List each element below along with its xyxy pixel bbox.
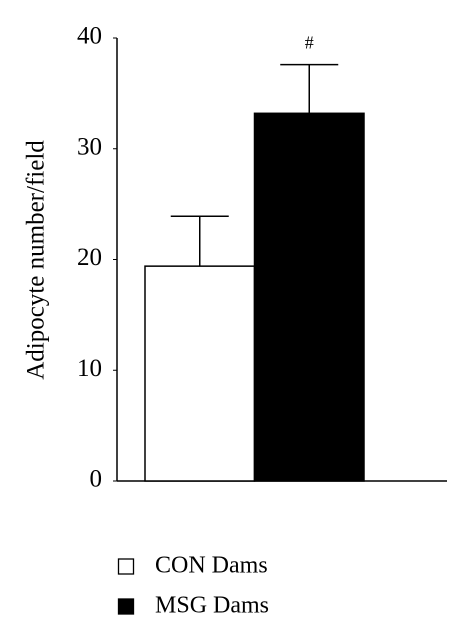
y-axis-label: Adipocyte number/field [23, 140, 50, 380]
legend-swatch [117, 558, 135, 575]
y-tick-label: 10 [77, 355, 102, 382]
y-tick-label: 40 [77, 23, 102, 50]
bar [144, 265, 256, 482]
y-tick-label: 20 [77, 244, 102, 271]
y-tick-label: 30 [77, 133, 102, 160]
legend-label: CON Dams [155, 553, 268, 579]
bar [253, 112, 365, 482]
legend-label: MSG Dams [155, 593, 269, 619]
annotation: # [305, 33, 314, 53]
legend-swatch [117, 598, 135, 615]
y-tick-label: 0 [90, 466, 103, 493]
